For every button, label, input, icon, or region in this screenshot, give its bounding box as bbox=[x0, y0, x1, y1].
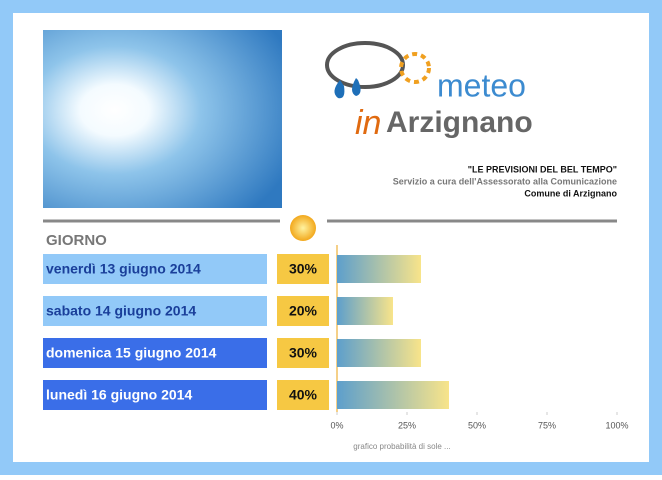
bar bbox=[337, 297, 393, 325]
day-label: venerdì 13 giugno 2014 bbox=[46, 261, 201, 277]
column-header: GIORNO bbox=[46, 232, 107, 249]
value-label: 40% bbox=[289, 387, 318, 403]
x-tick-label: 25% bbox=[398, 420, 416, 430]
percent-box bbox=[277, 254, 329, 284]
x-tick-label: 0% bbox=[330, 420, 343, 430]
percent-box bbox=[277, 338, 329, 368]
day-label: lunedì 16 giugno 2014 bbox=[46, 387, 192, 403]
logo-word: meteo bbox=[437, 67, 526, 103]
percent-box bbox=[277, 296, 329, 326]
day-box bbox=[43, 296, 267, 326]
town: Comune di Arzignano bbox=[524, 188, 617, 198]
bar bbox=[337, 255, 421, 283]
day-label: domenica 15 giugno 2014 bbox=[46, 345, 217, 361]
day-box bbox=[43, 254, 267, 284]
logo-town: Arzignano bbox=[386, 106, 533, 139]
bar bbox=[337, 381, 449, 409]
x-tick-label: 50% bbox=[468, 420, 486, 430]
x-tick-label: 75% bbox=[538, 420, 556, 430]
headline: "LE PREVISIONI DEL BEL TEMPO" bbox=[468, 164, 617, 174]
x-axis-label: grafico probabilità di sole ... bbox=[353, 442, 450, 451]
service: Servizio a cura dell'Assessorato alla Co… bbox=[393, 176, 617, 186]
sky-photo bbox=[43, 30, 282, 208]
value-label: 30% bbox=[289, 261, 318, 277]
value-label: 30% bbox=[289, 345, 318, 361]
day-box bbox=[43, 338, 267, 368]
logo-cloud bbox=[325, 41, 431, 99]
value-label: 20% bbox=[289, 303, 318, 319]
percent-box bbox=[277, 380, 329, 410]
logo-in: in bbox=[355, 104, 381, 142]
sun-icon bbox=[290, 215, 316, 241]
x-tick-label: 100% bbox=[605, 420, 628, 430]
day-box bbox=[43, 380, 267, 410]
bar bbox=[337, 339, 421, 367]
day-label: sabato 14 giugno 2014 bbox=[46, 303, 196, 319]
